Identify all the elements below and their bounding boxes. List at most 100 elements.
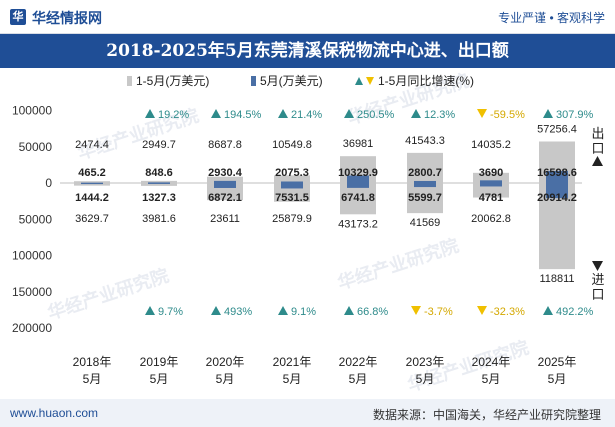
export-growth-label: 194.5% xyxy=(224,109,262,121)
legend-up-arrow-icon xyxy=(355,77,363,85)
data-label-import-may: 6741.8 xyxy=(341,192,375,204)
x-tick-label: 2022年 xyxy=(339,355,378,369)
x-tick-label: 5月 xyxy=(548,372,567,386)
tagline: 专业严谨 • 客观科学 xyxy=(498,11,605,25)
export-growth-label: 19.2% xyxy=(158,109,189,121)
bar-import-may xyxy=(546,183,568,199)
import-growth-label: 9.1% xyxy=(291,306,316,318)
data-label-import-cumulative: 43173.2 xyxy=(338,218,378,230)
bar-export-may xyxy=(414,180,436,183)
x-tick-label: 2020年 xyxy=(206,355,245,369)
bar-import-may xyxy=(214,183,236,188)
export-up-arrow-icon xyxy=(411,109,421,118)
bar-export-may xyxy=(148,182,170,183)
export-growth-label: 250.5% xyxy=(357,109,395,121)
data-label-import-cumulative: 23611 xyxy=(210,213,240,225)
data-label-export-may: 465.2 xyxy=(78,167,106,179)
data-label-import-may: 20914.2 xyxy=(537,192,577,204)
bar-export-cumulative xyxy=(207,176,243,183)
export-down-arrow-icon xyxy=(477,109,487,118)
export-growth-label: 307.9% xyxy=(556,109,594,121)
bar-export-may xyxy=(281,181,303,183)
export-up-arrow-icon xyxy=(145,109,155,118)
data-label-import-may: 1327.3 xyxy=(142,192,176,204)
import-direction-arrow-icon xyxy=(592,261,603,271)
y-tick-label: 200000 xyxy=(12,321,52,335)
data-label-export-cumulative: 14035.2 xyxy=(471,139,511,151)
bar-import-cumulative xyxy=(74,183,110,186)
import-up-arrow-icon xyxy=(543,306,553,315)
import-up-arrow-icon xyxy=(211,306,221,315)
bar-import-may xyxy=(480,183,502,187)
export-growth-label: 21.4% xyxy=(291,109,322,121)
import-growth-label: 493% xyxy=(224,306,252,318)
bar-export-cumulative xyxy=(274,175,310,183)
data-label-export-may: 16598.6 xyxy=(537,167,577,179)
import-down-arrow-icon xyxy=(477,306,487,315)
website-link[interactable]: www.huaon.com xyxy=(10,406,99,420)
brand-name[interactable]: 华经情报网 xyxy=(32,10,102,26)
bar-export-may xyxy=(347,175,369,183)
data-label-import-cumulative: 20062.8 xyxy=(471,213,511,225)
bar-import-may xyxy=(347,183,369,188)
bar-import-cumulative xyxy=(407,183,443,214)
data-label-import-cumulative: 3629.7 xyxy=(75,213,109,225)
bar-export-may xyxy=(214,180,236,183)
y-tick-label: 100000 xyxy=(12,249,52,263)
y-tick-label: 100000 xyxy=(12,104,52,118)
import-axis-label: 进口 xyxy=(591,272,605,302)
export-axis-label: 出口 xyxy=(591,126,605,156)
x-tick-label: 2023年 xyxy=(406,355,445,369)
bar-import-cumulative xyxy=(340,183,376,215)
import-up-arrow-icon xyxy=(145,306,155,315)
x-tick-label: 5月 xyxy=(283,372,302,386)
data-label-import-cumulative: 118811 xyxy=(539,273,574,285)
import-growth-label: 9.7% xyxy=(158,306,183,318)
legend-swatch-cumulative xyxy=(127,76,132,86)
y-tick-label: 50000 xyxy=(19,140,53,154)
data-label-import-may: 5599.7 xyxy=(408,192,442,204)
x-tick-label: 2021年 xyxy=(273,355,312,369)
data-label-export-cumulative: 10549.8 xyxy=(272,139,312,151)
data-label-export-cumulative: 8687.8 xyxy=(208,139,242,151)
bar-export-may xyxy=(480,180,502,183)
y-tick-label: 50000 xyxy=(19,212,53,226)
x-tick-label: 5月 xyxy=(150,372,169,386)
import-up-arrow-icon xyxy=(344,306,354,315)
brand-logo-icon: 华 xyxy=(10,9,26,25)
data-label-export-cumulative: 41543.3 xyxy=(405,135,445,147)
export-growth-label: 12.3% xyxy=(424,109,455,121)
legend-label-cumulative: 1-5月(万美元) xyxy=(136,74,209,88)
data-label-import-may: 4781 xyxy=(479,192,503,204)
data-label-export-cumulative: 57256.4 xyxy=(537,123,577,135)
data-label-export-may: 10329.9 xyxy=(338,167,378,179)
export-up-arrow-icon xyxy=(344,109,354,118)
bar-import-cumulative xyxy=(141,183,177,186)
import-growth-label: -3.7% xyxy=(424,306,453,318)
bar-import-may xyxy=(414,183,436,188)
x-tick-label: 2025年 xyxy=(538,355,577,369)
x-tick-label: 2019年 xyxy=(140,355,179,369)
y-tick-label: 0 xyxy=(45,176,52,190)
data-label-export-may: 2800.7 xyxy=(408,167,442,179)
watermark-text: 华经产业研究院 xyxy=(335,234,461,293)
bar-export-cumulative xyxy=(407,152,443,183)
data-label-export-cumulative: 36981 xyxy=(343,138,374,150)
bar-export-cumulative xyxy=(141,180,177,183)
data-label-export-cumulative: 2474.4 xyxy=(75,139,109,151)
data-label-import-cumulative: 41569 xyxy=(410,217,441,229)
x-tick-label: 5月 xyxy=(83,372,102,386)
bar-import-cumulative xyxy=(473,183,509,198)
data-label-export-may: 2075.3 xyxy=(275,167,309,179)
data-source: 数据来源：中国海关，华经产业研究院整理 xyxy=(372,408,601,422)
bar-export-may xyxy=(546,170,568,183)
x-tick-label: 2024年 xyxy=(472,355,511,369)
bar-import-may xyxy=(81,183,103,185)
bar-export-cumulative xyxy=(74,181,110,183)
data-label-export-cumulative: 2949.7 xyxy=(142,139,176,151)
title-bar: 2018-2025年5月东莞清溪保税物流中心进、出口额 xyxy=(0,34,615,68)
y-tick-label: 150000 xyxy=(12,285,52,299)
export-up-arrow-icon xyxy=(211,109,221,118)
data-label-export-may: 848.6 xyxy=(145,167,173,179)
